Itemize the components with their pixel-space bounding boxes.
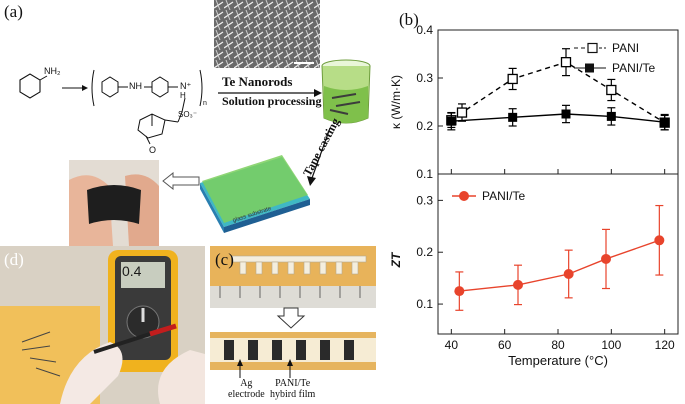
process-arrow (218, 89, 322, 97)
nh-label: NH (129, 81, 142, 91)
y-tick-label: 0.1 (416, 167, 433, 181)
x-tick-label: 100 (601, 338, 621, 352)
x-tick-label: 60 (498, 338, 512, 352)
ag-electrode-label: Ag electrode (228, 378, 265, 400)
ag-label-line2: electrode (228, 389, 265, 400)
data-point (446, 116, 456, 126)
y-axis-label: ZT (389, 251, 403, 268)
multimeter-photo (0, 246, 205, 404)
data-point (456, 107, 468, 118)
y-tick-label: 0.3 (416, 193, 433, 207)
sem-image (214, 0, 320, 68)
panel-c-label: (c) (215, 250, 234, 269)
data-point (513, 279, 523, 290)
data-point (507, 73, 518, 85)
printed-electrode-photo (210, 246, 376, 378)
data-point (454, 286, 465, 297)
legend-label: PANI/Te (612, 61, 655, 75)
ag-label-line1: Ag (240, 378, 253, 389)
panel-d-label: (d) (4, 250, 24, 269)
polymer-scheme (19, 69, 203, 145)
data-point (508, 112, 518, 122)
data-point (654, 235, 665, 246)
meter-reading: 0.4 (122, 263, 142, 279)
aniline-ring (19, 73, 41, 99)
y-axis-label: κ (W/m·K) (389, 75, 403, 129)
carbonyl-o-label: O (149, 145, 157, 155)
nh2-label: NH₂ (44, 66, 61, 76)
solution-processing-label: Solution processing (222, 94, 322, 108)
x-tick-label: 80 (551, 338, 565, 352)
legend-label: PANI/Te (482, 189, 525, 203)
so3-label: SO₃⁻ (178, 110, 198, 119)
panel-b-label: (b) (399, 10, 419, 29)
data-point (660, 117, 670, 127)
data-point (563, 269, 574, 279)
panel-a-label: (a) (4, 2, 23, 21)
film-label-line1: PANI/Te (275, 378, 311, 389)
flexible-film-photo (69, 160, 159, 246)
y-tick-label: 0.2 (416, 245, 433, 259)
tape-casting-arrow (307, 128, 331, 186)
thermal-zt-chart: 0.1 0.2 0.3 0.4 κ (W/m·K) PANI PANI/Te 0.1 0.2 0.… (389, 23, 679, 368)
legend-marker (585, 63, 594, 73)
nplus-label: N⁺ (180, 81, 192, 91)
data-point (601, 253, 611, 264)
y-tick-label: 0.2 (416, 119, 433, 133)
data-point (606, 111, 616, 121)
y-tick-label: 0.1 (416, 297, 433, 311)
series-line (451, 113, 665, 123)
legend-label: PANI (612, 41, 639, 55)
te-nanorods-label: Te Nanorods (222, 74, 293, 89)
x-tick-label: 120 (655, 338, 675, 352)
legend-marker (459, 191, 469, 201)
legend-marker (587, 42, 598, 54)
data-point (561, 109, 571, 119)
film-label: PANI/Te hybird film (270, 378, 315, 400)
hollow-arrow-left (162, 172, 200, 190)
x-tick-label: 40 (445, 338, 459, 352)
y-tick-label: 0.4 (416, 23, 433, 37)
film-label-line2: hybird film (270, 389, 316, 400)
x-axis-label: Temperature (°C) (508, 353, 608, 368)
chart-frame (437, 29, 679, 335)
film-on-substrate (200, 155, 310, 233)
data-point (560, 57, 572, 68)
n-subscript: n (203, 100, 207, 107)
data-point (606, 84, 617, 96)
y-tick-label: 0.3 (416, 71, 433, 85)
series-line (459, 239, 660, 292)
beaker (321, 59, 371, 124)
h-label: H (180, 91, 186, 100)
